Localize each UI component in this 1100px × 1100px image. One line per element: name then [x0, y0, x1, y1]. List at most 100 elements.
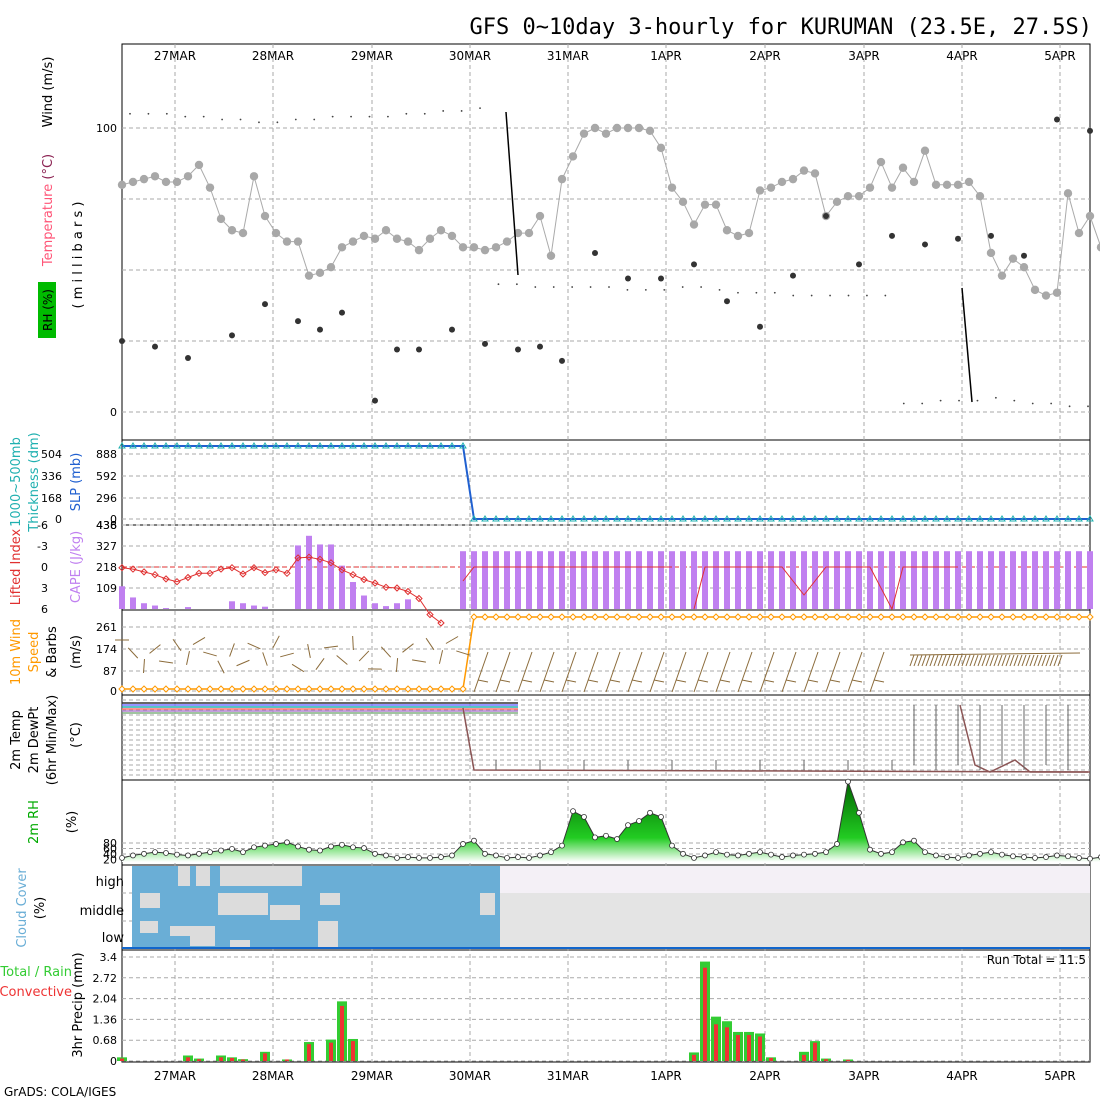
thickness-marker: [118, 442, 126, 449]
date-label-top: 4APR: [946, 49, 977, 63]
thickness-marker: [162, 442, 170, 449]
thickness-marker: [294, 442, 302, 449]
pressure-dot: [442, 110, 445, 112]
wind-barb: [229, 643, 235, 657]
date-label-bottom: 30MAR: [449, 1069, 491, 1083]
cape-bar: [658, 551, 664, 609]
wind-barb-tick: [1013, 654, 1019, 667]
wind-barb-tick: [981, 654, 987, 667]
wind-barb: [280, 652, 294, 658]
cape-bar: [262, 606, 268, 609]
wind-speed-marker: [723, 613, 731, 621]
temp-dark-point: [724, 298, 730, 305]
cloud-gap: [218, 893, 268, 915]
cape-bar: [295, 545, 301, 609]
pressure-dot: [1031, 402, 1034, 405]
cape-bar: [669, 551, 675, 609]
cloud-gap: [220, 866, 302, 886]
rh-gray-point: [183, 172, 193, 181]
temp-dark-point: [790, 272, 796, 279]
cloud-gap: [230, 940, 250, 949]
cape-bar: [317, 544, 323, 609]
rh-point: [801, 851, 807, 858]
wind-barb: [847, 651, 863, 693]
wind-speed-marker: [558, 613, 566, 621]
thickness-marker: [789, 515, 797, 522]
cape-bar: [988, 551, 994, 609]
rh-point: [438, 854, 444, 860]
rh-gray-point: [766, 183, 776, 192]
rh-point: [1032, 855, 1038, 861]
thickness-marker: [1042, 515, 1050, 522]
pressure-dot: [755, 291, 758, 294]
rh-point: [581, 814, 587, 820]
temp-dark-point: [394, 346, 400, 353]
thickness-tick: 168: [41, 492, 62, 505]
cape-bar: [955, 551, 961, 609]
pressure-dot: [405, 112, 408, 115]
cape-bar: [460, 551, 466, 609]
date-label-top: 30MAR: [449, 49, 491, 63]
li-marker: [437, 619, 445, 627]
wind-barb: [737, 651, 753, 693]
rh-point: [141, 850, 147, 857]
temp-dark-point: [339, 309, 345, 316]
rh-gray-point: [667, 183, 677, 192]
wind-barb-flag: [829, 679, 841, 683]
pressure-dot: [552, 286, 555, 288]
wind-speed-marker: [734, 613, 742, 621]
rh-tick: 80: [103, 837, 117, 850]
rh-point: [768, 851, 774, 858]
li-marker: [184, 573, 192, 582]
wind-barb: [307, 644, 311, 658]
rh-gray-point: [1019, 262, 1029, 272]
pressure-dot: [700, 286, 703, 288]
rh-point: [658, 814, 664, 820]
rh-gray-point: [689, 220, 699, 229]
wind-barb: [236, 659, 250, 667]
wind-barb: [693, 651, 709, 693]
wind-barb-tick: [969, 654, 975, 667]
wind-barb-tick: [941, 654, 947, 667]
wind-speed-marker: [1053, 613, 1061, 621]
wind-barb-flag: [565, 679, 577, 683]
rh-gray-point: [524, 228, 534, 238]
wind-barb-tick: [1021, 654, 1027, 667]
temp-dark-point: [559, 357, 565, 364]
drop-line: [961, 287, 973, 403]
cape-bar: [922, 551, 928, 609]
rh-gray-point: [205, 183, 215, 192]
rh-point: [977, 850, 983, 857]
precip-tick: 0.68: [93, 1034, 118, 1047]
wind-speed-marker: [679, 613, 687, 621]
li-marker: [360, 575, 368, 584]
wind-speed-marker: [382, 685, 390, 693]
cape-bar: [944, 551, 950, 609]
precip-conv-bar: [340, 1005, 344, 1061]
pressure-dot: [681, 286, 684, 288]
wind-barb: [192, 636, 206, 646]
cloud-level-label: middle: [80, 904, 124, 919]
wind-speed-marker: [118, 685, 126, 693]
cloud-bg-low: [500, 893, 1090, 949]
rh-gray-point: [876, 157, 886, 167]
wind-speed-marker: [987, 613, 995, 621]
rh-gray-point: [700, 200, 710, 209]
thickness-marker: [690, 515, 698, 522]
rh-gray-point: [1096, 243, 1100, 252]
thickness-marker: [899, 515, 907, 522]
wind-ylabel-b: Speed: [27, 632, 42, 673]
slp-tick-extra: 438: [96, 519, 117, 532]
precip-ylabel-a: Total / Rain: [0, 965, 72, 980]
rh-point: [592, 834, 598, 841]
rh-gray-point: [997, 271, 1007, 280]
slp-tick: 296: [96, 492, 117, 505]
rh-point: [526, 855, 532, 861]
thickness-marker: [965, 515, 973, 522]
wind-barb: [456, 650, 470, 656]
date-label-top: 1APR: [650, 49, 681, 63]
cape-bar: [548, 551, 554, 609]
li-tick: 3: [41, 582, 48, 595]
wind-barb-tick: [1033, 654, 1039, 667]
wind-speed-marker: [327, 685, 335, 693]
